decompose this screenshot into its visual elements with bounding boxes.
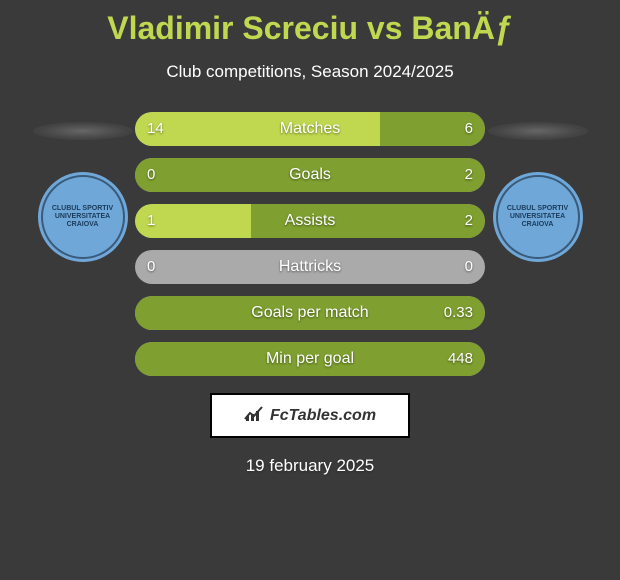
left-column: CLUBUL SPORTIV UNIVERSITATEA CRAIOVA <box>30 112 135 388</box>
logo-text: CLUBUL SPORTIV <box>52 205 113 213</box>
right-column: CLUBUL SPORTIV UNIVERSITATEA CRAIOVA <box>485 112 590 388</box>
page-title: Vladimir Screciu vs BanÄƒ <box>0 0 620 47</box>
stat-row: Min per goal448 <box>135 342 485 376</box>
logo-text: CRAIOVA <box>522 221 554 229</box>
bars-container: Matches146Goals02Assists12Hattricks00Goa… <box>135 112 485 388</box>
date-text: 19 february 2025 <box>0 456 620 476</box>
brand-text: FcTables.com <box>270 407 376 425</box>
stat-value-right: 0.33 <box>444 296 473 330</box>
stat-value-right: 448 <box>448 342 473 376</box>
stat-row: Hattricks0 0 <box>135 250 485 284</box>
stat-row: Assists1 2 <box>135 204 485 238</box>
avatar-shadow <box>33 122 133 140</box>
logo-text: UNIVERSITATEA <box>55 213 110 221</box>
chart-area: CLUBUL SPORTIV UNIVERSITATEA CRAIOVA Mat… <box>0 112 620 388</box>
logo-text: CRAIOVA <box>67 221 99 229</box>
brand-box: FcTables.com <box>210 393 410 438</box>
team-logo-left: CLUBUL SPORTIV UNIVERSITATEA CRAIOVA <box>38 172 128 262</box>
stat-value-left: 1 <box>147 204 155 238</box>
stat-value-right: 6 <box>465 112 473 146</box>
stat-value-left: 0 <box>147 250 155 284</box>
stat-row: Matches14 6 <box>135 112 485 146</box>
stat-label: Goals per match <box>135 296 485 330</box>
page-subtitle: Club competitions, Season 2024/2025 <box>0 62 620 82</box>
stat-label: Hattricks <box>135 250 485 284</box>
chart-icon <box>244 405 264 426</box>
stat-row: Goals per match0.33 <box>135 296 485 330</box>
stat-label: Min per goal <box>135 342 485 376</box>
logo-text: UNIVERSITATEA <box>510 213 565 221</box>
team-logo-right: CLUBUL SPORTIV UNIVERSITATEA CRAIOVA <box>493 172 583 262</box>
stat-value-left: 14 <box>147 112 164 146</box>
stat-row: Goals0 2 <box>135 158 485 192</box>
stat-value-right: 2 <box>465 204 473 238</box>
stat-label: Assists <box>135 204 485 238</box>
stat-value-left: 0 <box>147 158 155 192</box>
logo-text: CLUBUL SPORTIV <box>507 205 568 213</box>
stat-label: Goals <box>135 158 485 192</box>
stat-value-right: 2 <box>465 158 473 192</box>
avatar-shadow <box>488 122 588 140</box>
stat-label: Matches <box>135 112 485 146</box>
stat-value-right: 0 <box>465 250 473 284</box>
